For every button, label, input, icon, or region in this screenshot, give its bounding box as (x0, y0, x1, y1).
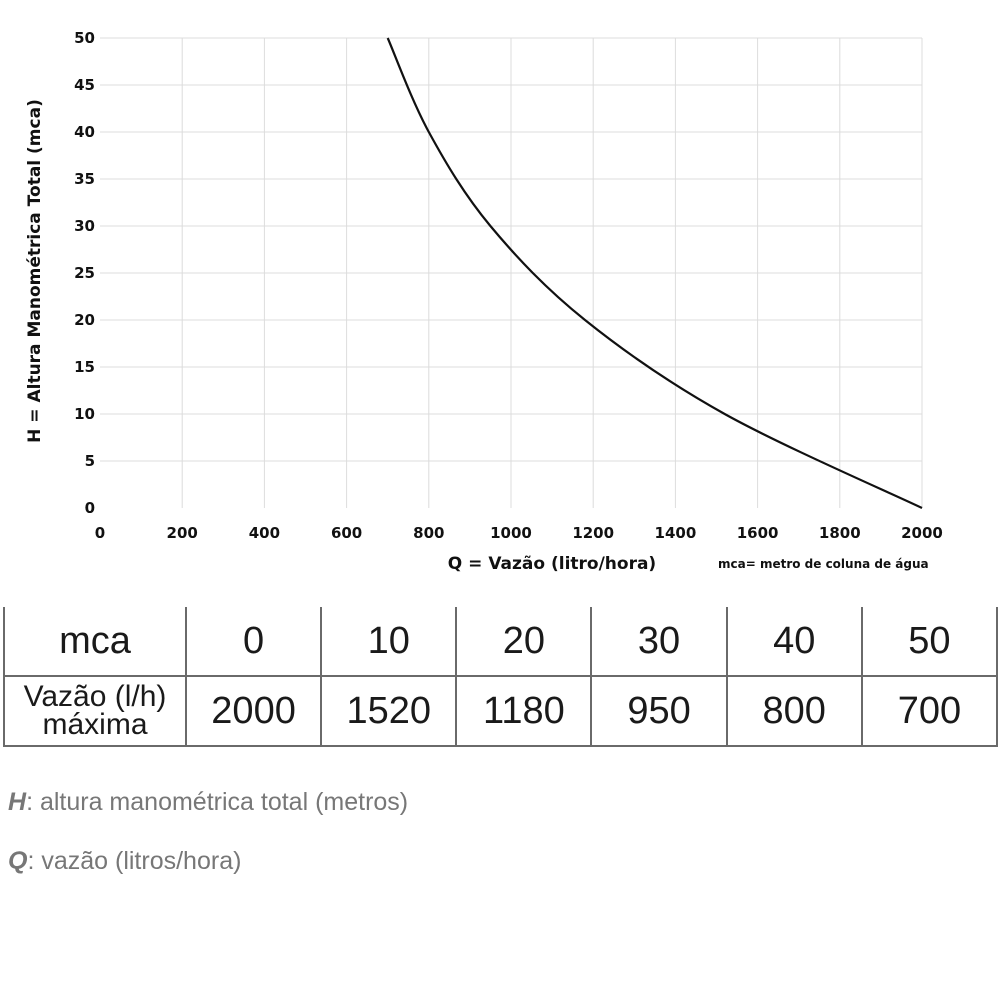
legend-h: H: altura manométrica total (metros) (8, 788, 408, 817)
legend-q: Q: vazão (litros/hora) (8, 847, 241, 876)
y-tick-label: 5 (85, 452, 95, 470)
table-cell: 800 (725, 675, 863, 747)
y-tick-label: 40 (74, 123, 95, 141)
y-tick-label: 35 (74, 170, 95, 188)
x-tick-label: 200 (167, 524, 198, 542)
table-row-label-line2: máxima (42, 708, 148, 741)
y-tick-label: 10 (74, 405, 95, 423)
y-tick-label: 50 (74, 29, 95, 47)
x-tick-label: 1200 (572, 524, 614, 542)
x-tick-label: 600 (331, 524, 362, 542)
y-axis-title: H = Altura Manométrica Total (mca) (25, 99, 45, 443)
table-cell: 20 (455, 607, 593, 677)
table-cell: 40 (725, 607, 863, 677)
pump-curve-chart: 0 200 400 600 800 1000 1200 1400 1600 1800 2000 0 5… (25, 29, 943, 574)
y-tick-label: 25 (74, 264, 95, 282)
x-tick-label: 1000 (490, 524, 532, 542)
y-tick-label: 45 (74, 76, 95, 94)
series-line (386, 37, 923, 509)
table-row: mca 0 10 20 30 40 50 (3, 607, 999, 677)
legend-q-symbol: Q (8, 847, 28, 875)
x-tick-label: 1600 (737, 524, 779, 542)
y-axis-ticks: 0 5 10 15 20 25 30 35 40 45 50 (74, 29, 95, 517)
legend-q-text: : vazão (litros/hora) (27, 847, 242, 875)
table-row: Vazão (l/h) máxima 2000 1520 1180 950 80… (3, 675, 999, 747)
y-tick-label: 0 (85, 499, 95, 517)
y-tick-label: 30 (74, 217, 95, 235)
x-tick-label: 2000 (901, 524, 943, 542)
legend-h-text: : altura manométrica total (metros) (26, 788, 409, 816)
y-tick-label: 20 (74, 311, 95, 329)
mca-note: mca= metro de coluna de água (718, 557, 929, 571)
flow-table: mca 0 10 20 30 40 50 Vazão (l/h) máxima … (3, 607, 999, 747)
table-cell: 50 (860, 607, 999, 677)
table-cell: 1520 (320, 675, 458, 747)
table-row-label: Vazão (l/h) máxima (3, 675, 187, 747)
x-tick-label: 800 (413, 524, 444, 542)
x-tick-label: 0 (95, 524, 105, 542)
table-row-label: mca (3, 607, 187, 677)
table-cell: 700 (860, 675, 999, 747)
x-axis-title: Q = Vazão (litro/hora) (448, 554, 656, 574)
x-tick-label: 1400 (655, 524, 697, 542)
table-cell: 1180 (455, 675, 593, 747)
table-row-label-line1: Vazão (l/h) (23, 680, 167, 713)
legend-h-symbol: H (8, 788, 27, 816)
table-cell: 0 (184, 607, 323, 677)
grid (100, 37, 923, 508)
x-tick-label: 1800 (819, 524, 861, 542)
table-cell: 30 (590, 607, 728, 677)
table-cell: 950 (590, 675, 728, 747)
table-cell: 10 (320, 607, 458, 677)
x-axis-ticks: 0 200 400 600 800 1000 1200 1400 1600 1800 2000 (95, 524, 943, 542)
x-tick-label: 400 (249, 524, 280, 542)
table-cell: 2000 (184, 675, 323, 747)
y-tick-label: 15 (74, 358, 95, 376)
